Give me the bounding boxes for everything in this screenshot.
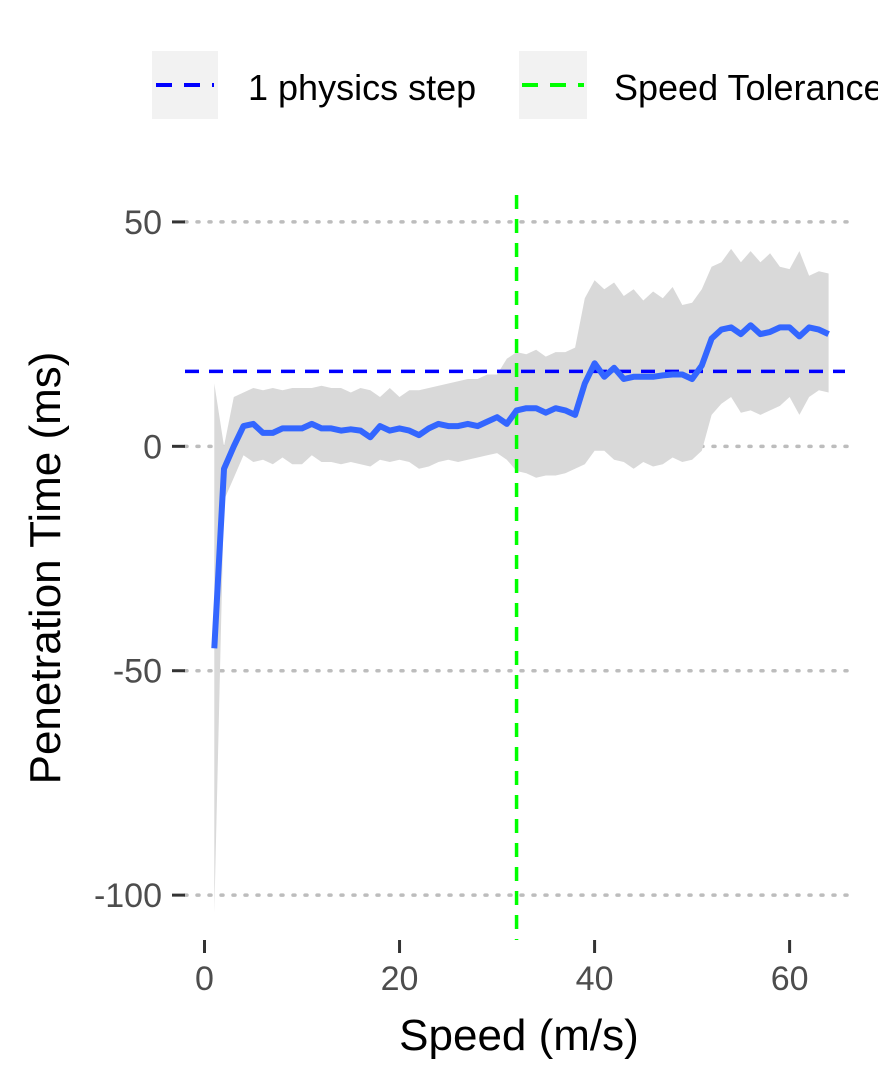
y-tick-label-0: 0 — [143, 428, 162, 466]
confidence-band — [214, 248, 829, 914]
x-axis: 0 20 40 60 — [195, 940, 809, 998]
x-axis-title: Speed (m/s) — [399, 1011, 639, 1060]
y-tick-label--100: -100 — [94, 877, 162, 915]
x-tick-label-60: 60 — [771, 960, 809, 998]
y-tick-label-50: 50 — [124, 204, 162, 242]
legend: 1 physics step Speed Tolerance — [152, 51, 878, 119]
legend-label-speed-tolerance: Speed Tolerance — [614, 67, 878, 108]
y-axis-title: Penetration Time (ms) — [21, 352, 70, 785]
y-tick-label--50: -50 — [113, 653, 162, 691]
x-tick-label-20: 20 — [381, 960, 419, 998]
x-tick-label-0: 0 — [195, 960, 214, 998]
y-axis: -100 -50 0 50 — [94, 204, 185, 915]
x-tick-label-40: 40 — [576, 960, 614, 998]
series-line — [211, 322, 830, 649]
series-layer — [211, 322, 830, 649]
reference-lines — [185, 195, 845, 940]
confidence-band-layer — [214, 248, 829, 914]
legend-label-physics-step: 1 physics step — [248, 67, 476, 108]
